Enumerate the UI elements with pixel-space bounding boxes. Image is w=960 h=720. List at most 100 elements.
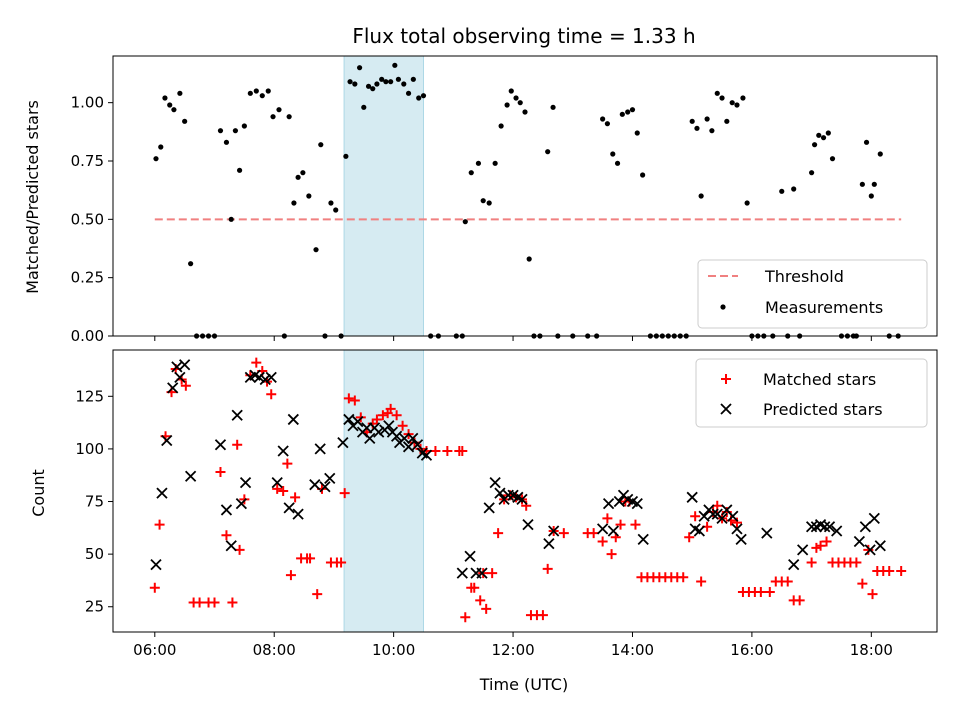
measurement-point <box>405 90 412 96</box>
matched-star-point <box>690 511 701 522</box>
bottom-y-axis-label: Count <box>29 469 48 517</box>
matched-star-point <box>630 519 641 530</box>
measurement-point <box>416 95 422 101</box>
predicted-star-point <box>161 434 173 447</box>
matched-star-point <box>867 589 878 600</box>
predicted-star-point <box>631 497 643 510</box>
measurement-point <box>811 142 818 148</box>
matched-star-point <box>343 393 354 404</box>
measurement-point <box>333 207 339 213</box>
measurement-point <box>286 114 292 120</box>
matched-star-point <box>684 532 695 543</box>
legend-threshold-label: Threshold <box>764 267 844 286</box>
measurement-point <box>270 114 276 120</box>
predicted-star-point <box>150 559 162 571</box>
predicted-star-point <box>716 512 728 524</box>
measurement-point <box>247 90 253 96</box>
measurement-point <box>809 170 815 176</box>
legend-box <box>697 259 928 329</box>
measurement-point <box>352 81 358 87</box>
predicted-star-point <box>402 441 415 453</box>
measurement-point <box>462 219 468 225</box>
matched-star-point <box>815 540 826 551</box>
matched-star-point <box>180 380 191 391</box>
measurement-point <box>508 88 514 94</box>
predicted-star-point <box>373 426 385 438</box>
measurement-point <box>698 193 704 199</box>
matched-star-point <box>282 458 293 469</box>
predicted-star-point <box>271 476 283 489</box>
matched-star-point <box>475 595 486 606</box>
measurement-point <box>526 256 532 262</box>
predicted-star-point <box>607 525 620 537</box>
matched-star-point <box>305 553 316 564</box>
predicted-star-point <box>613 495 625 508</box>
measurement-point <box>379 76 385 82</box>
predicted-star-point <box>277 445 289 457</box>
predicted-star-point <box>464 550 476 562</box>
matched-star-point <box>558 528 569 539</box>
matched-star-point <box>615 519 626 530</box>
measurement-point <box>480 198 486 204</box>
matched-star-point <box>209 597 220 608</box>
predicted-star-point <box>637 533 649 546</box>
measurement-point <box>709 128 715 134</box>
measurement-point <box>306 193 312 199</box>
measurement-point <box>167 102 173 108</box>
measurement-point <box>318 142 324 148</box>
matched-star-point <box>487 568 498 579</box>
predicted-star-point <box>383 420 395 432</box>
matched-star-point <box>266 389 277 400</box>
measurement-point <box>744 200 750 206</box>
top-panel: 0.00 0.25 0.50 0.75 1.00 Threshold Measurement… <box>71 55 938 345</box>
measurement-point <box>313 247 319 253</box>
matched-star-point <box>806 557 817 568</box>
measurement-point <box>374 81 380 87</box>
matched-star-point <box>272 483 283 494</box>
measurement-point <box>253 88 259 94</box>
matched-star-point <box>597 536 608 547</box>
predicted-star-point <box>516 493 528 506</box>
predicted-star-point <box>489 476 501 489</box>
predicted-star-point <box>239 476 252 489</box>
measurement-point <box>410 76 416 82</box>
measurement-point <box>158 144 164 150</box>
predicted-star-point <box>231 409 243 421</box>
predicted-star-point <box>548 525 560 537</box>
predicted-star-point <box>868 512 880 524</box>
x-tick-label: 12:00 <box>491 641 534 659</box>
predicted-star-point <box>319 481 331 493</box>
legend-box <box>695 358 928 428</box>
measurement-point <box>610 151 616 157</box>
y-tick-label: 50 <box>85 545 104 563</box>
measurement-point <box>816 132 822 138</box>
matched-star-point <box>312 589 323 600</box>
predicted-star-point <box>343 413 355 426</box>
predicted-star-point <box>184 470 197 482</box>
measurement-point <box>825 130 831 136</box>
measurement-point <box>498 123 504 129</box>
measurement-point <box>343 153 349 159</box>
measurement-point <box>365 83 372 89</box>
y-tick-label: 100 <box>75 440 104 458</box>
measurement-point <box>153 156 159 162</box>
matched-star-point <box>896 565 907 576</box>
measurement-point <box>868 193 874 199</box>
measurement-point <box>177 90 183 96</box>
measurement-point <box>513 95 519 101</box>
legend-matched-label: Matched stars <box>763 370 876 389</box>
legend-measurements-swatch <box>720 304 726 310</box>
measurement-point <box>392 62 398 68</box>
matched-star-point <box>606 549 617 560</box>
measurement-point <box>420 93 427 99</box>
predicted-star-point <box>602 497 615 510</box>
measurement-point <box>383 79 389 85</box>
matched-star-point <box>349 395 360 406</box>
y-tick-label: 0.50 <box>71 210 104 228</box>
measurement-point <box>704 116 710 122</box>
measurement-point <box>629 107 636 113</box>
measurement-point <box>236 167 243 173</box>
matched-star-point <box>391 410 402 421</box>
measurement-point <box>486 200 492 206</box>
